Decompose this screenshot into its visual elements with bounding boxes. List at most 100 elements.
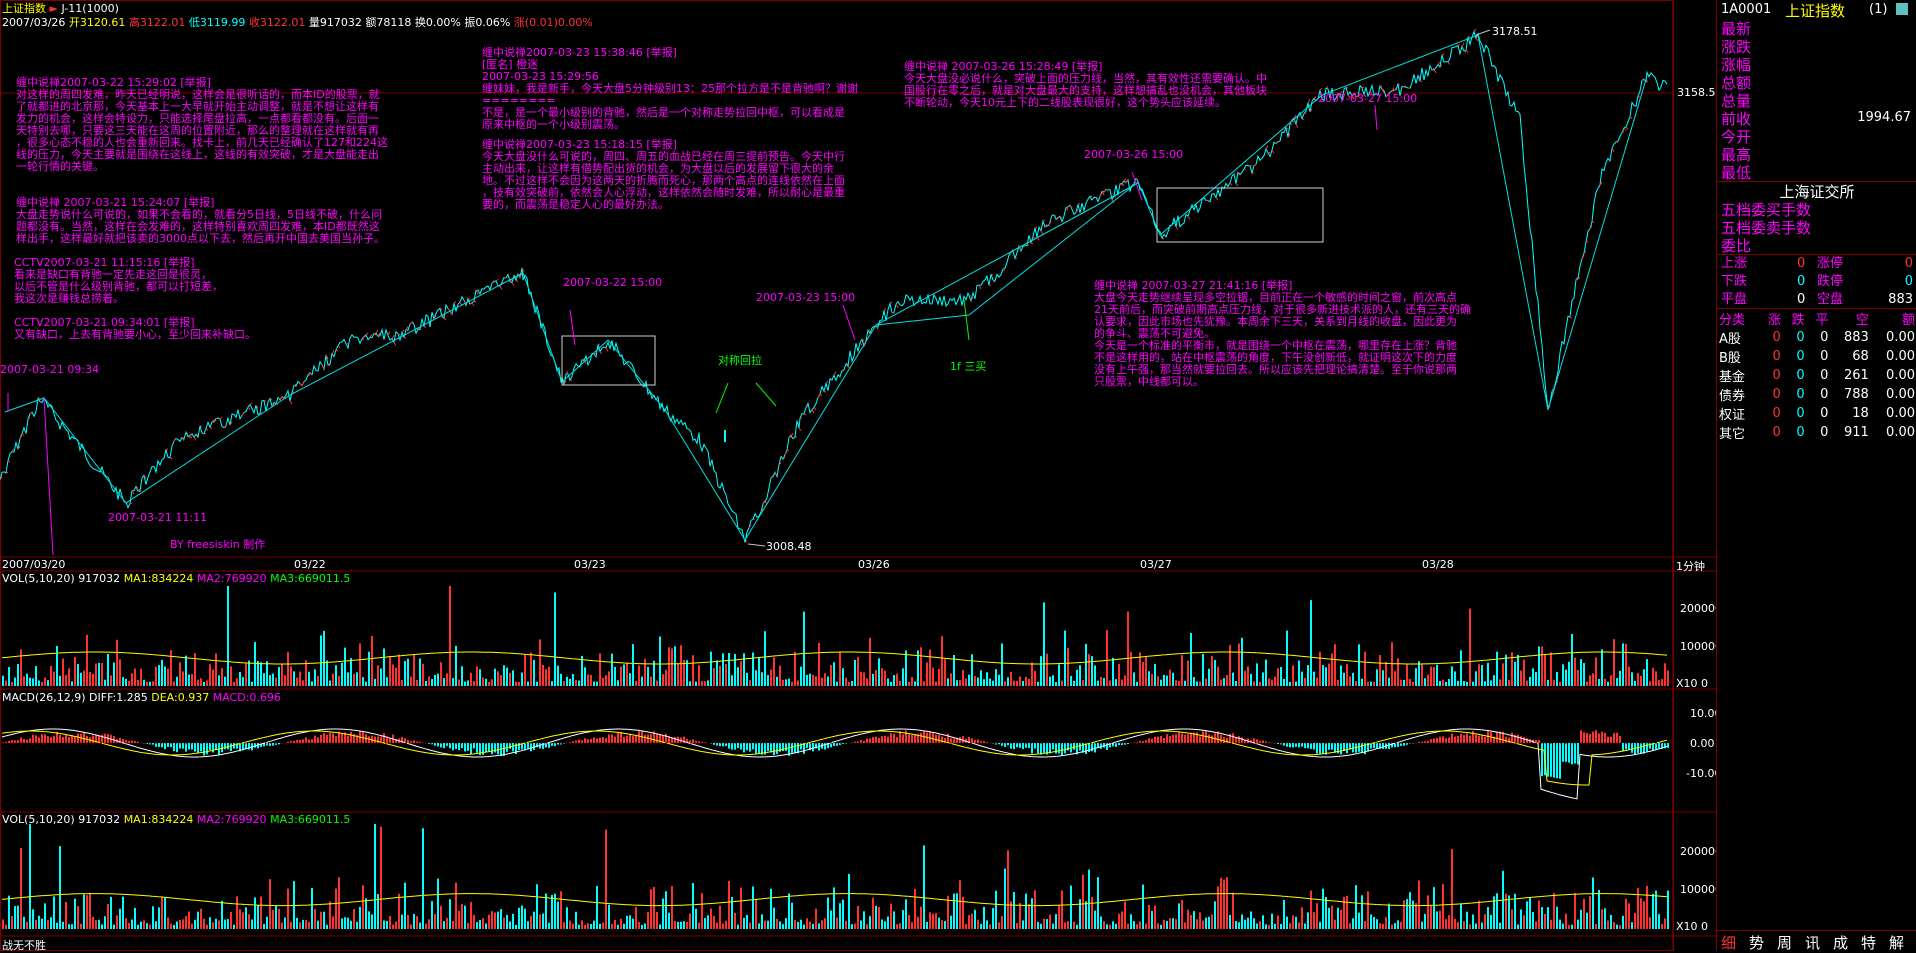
tab-4[interactable]: 成 xyxy=(1833,932,1848,953)
macd-bar xyxy=(1319,743,1321,754)
volume-bar xyxy=(1025,677,1027,686)
volume-bar xyxy=(35,920,37,929)
volume-bar xyxy=(1028,679,1030,686)
macd-bar xyxy=(1451,734,1453,743)
volume-bar xyxy=(590,675,592,686)
volume-bar xyxy=(218,921,220,929)
volume-bar xyxy=(107,904,109,929)
volume-bar xyxy=(473,681,475,686)
annot-t4: 2007-03-23 15:00 xyxy=(756,292,855,304)
stat-value: 0 xyxy=(1905,273,1913,291)
macd-bar xyxy=(1625,743,1627,749)
volume-bar xyxy=(1016,923,1018,929)
tab-3[interactable]: 讯 xyxy=(1805,932,1820,953)
volume-bar xyxy=(497,912,499,929)
macd-bar xyxy=(1007,743,1009,745)
chart-area[interactable]: 上证指数 ► J-11(1000) 2007/03/26 开3120.61 高3… xyxy=(0,0,1716,951)
tab-1[interactable]: 势 xyxy=(1749,932,1764,953)
volume-bar xyxy=(350,658,352,686)
volume-bar xyxy=(1421,664,1423,686)
tab-2[interactable]: 周 xyxy=(1777,932,1792,953)
tab-0[interactable]: 细 xyxy=(1721,932,1736,953)
cell-name: 基金 xyxy=(1717,366,1759,385)
volume-bar xyxy=(392,664,394,686)
volume-bar xyxy=(821,678,823,686)
tab-6[interactable]: 解 xyxy=(1889,932,1904,953)
volume-bar xyxy=(1496,652,1498,686)
stat-label: 上涨 xyxy=(1721,255,1747,273)
volume-bar xyxy=(881,919,883,929)
macd-bar xyxy=(317,737,319,743)
volume-bar xyxy=(635,681,637,686)
window-icon[interactable] xyxy=(1896,3,1908,15)
volume-bar xyxy=(464,682,466,686)
volume-bar xyxy=(1433,667,1435,686)
volume-bar xyxy=(263,924,265,929)
stat-row-2: 平盘 0 空盘 883 xyxy=(1717,291,1916,309)
volume-bar xyxy=(656,912,658,929)
volume-bar xyxy=(1055,682,1057,686)
volume-bar xyxy=(584,925,586,929)
macd-bar xyxy=(902,734,904,743)
macd-bar xyxy=(1481,736,1483,743)
volume-bar xyxy=(599,924,601,929)
macd-diff-line xyxy=(2,729,1667,799)
volume-bar xyxy=(734,654,736,686)
x-label-5: 03/28 xyxy=(1422,558,1454,571)
volume-bar xyxy=(641,677,643,686)
volume-bar xyxy=(689,681,691,686)
volume-bar xyxy=(1367,682,1369,686)
macd-bar xyxy=(1199,736,1201,743)
macd-bar xyxy=(1454,737,1456,743)
volume-bar xyxy=(1499,679,1501,686)
exchange-row: 上海证交所 xyxy=(1717,181,1916,202)
macd-bar xyxy=(1151,739,1153,743)
volume-bar xyxy=(773,657,775,686)
volume-bar xyxy=(1361,895,1363,929)
volume-bar xyxy=(1526,681,1528,686)
volume-bar xyxy=(1049,677,1051,686)
volume-bar xyxy=(248,914,250,929)
volume-bar xyxy=(80,673,82,686)
volume-bar xyxy=(845,678,847,686)
order-labels: 五档委买手数 五档委卖手数 委比 xyxy=(1721,201,1811,255)
volume-bar xyxy=(881,668,883,686)
macd-bar xyxy=(1256,739,1258,743)
volume-bar xyxy=(1070,676,1072,686)
volume-bar xyxy=(29,678,31,686)
volume-bar xyxy=(551,895,553,929)
macd-bar xyxy=(320,735,322,743)
tab-5[interactable]: 特 xyxy=(1861,932,1876,953)
volume-bar xyxy=(203,919,205,929)
macd-bar xyxy=(1649,743,1651,749)
volume-bar xyxy=(548,923,550,929)
macd-bar xyxy=(1442,736,1444,743)
macd-bar xyxy=(914,734,916,743)
macd-bar xyxy=(203,743,205,756)
vol2-ma1: MA1:834224 xyxy=(124,813,194,826)
volume-bar xyxy=(383,648,385,686)
volume-bar xyxy=(155,921,157,929)
volume-bar xyxy=(596,886,598,929)
volume-bar xyxy=(1013,892,1015,929)
volume-bar xyxy=(200,909,202,929)
volume-bar xyxy=(827,676,829,686)
bottom-tabs: 细势周讯成特解 xyxy=(1717,930,1916,952)
volume-bar xyxy=(1187,661,1189,686)
period-tag[interactable]: 1分钟 xyxy=(1676,558,1705,574)
volume-bar xyxy=(2,676,4,686)
col-head: 空 xyxy=(1830,309,1870,329)
macd-bar xyxy=(890,733,892,743)
volume-bar xyxy=(1619,925,1621,929)
macd-bar xyxy=(557,743,559,745)
volume-bar xyxy=(662,674,664,686)
x-label-3: 03/26 xyxy=(858,558,890,571)
volume-bar xyxy=(1208,917,1210,929)
volume-bar xyxy=(1019,677,1021,686)
